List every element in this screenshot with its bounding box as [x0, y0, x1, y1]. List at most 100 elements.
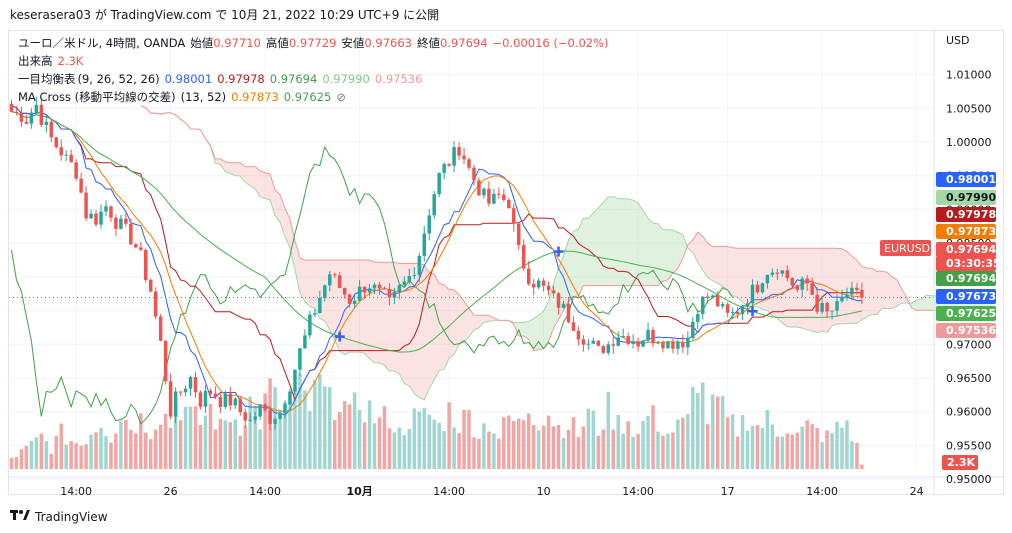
candle-body — [323, 285, 327, 298]
time-axis-tick-label: 10 — [537, 485, 551, 496]
candle-body — [636, 341, 640, 347]
volume-bar — [253, 405, 257, 469]
ma-cross-marker-icon — [747, 306, 758, 317]
volume-bar — [84, 444, 88, 469]
candle-body — [536, 280, 541, 288]
candle-body — [770, 272, 775, 275]
price-axis-tick-label: 1.00500 — [946, 102, 992, 115]
ichimoku-cloud-segment — [762, 248, 768, 311]
ichimoku-span-b-line — [140, 105, 992, 352]
ichimoku-cloud-segment — [488, 315, 494, 322]
ichimoku-tenkan-line — [11, 105, 862, 416]
price-axis-currency: USD — [946, 34, 970, 47]
volume-bar — [153, 429, 158, 469]
ichimoku-cloud-segment — [742, 248, 748, 307]
footer-branding[interactable]: TradingView — [10, 509, 108, 524]
ichimoku-cloud-segment — [483, 315, 489, 323]
candle-body — [124, 218, 128, 224]
volume-bar — [367, 400, 372, 469]
ichimoku-cloud-segment — [349, 260, 355, 353]
price-tag-tenkan_b — [936, 289, 996, 304]
volume-bar — [790, 434, 795, 469]
chart-frame[interactable]: USD1.010001.005001.000000.995000.990000.… — [8, 30, 1005, 496]
ichimoku-cloud-segment — [553, 267, 559, 328]
candle-body — [517, 223, 521, 246]
legend-ma-row[interactable]: MA Cross (移動平均線の交差) (13, 52) 0.97873 0.9… — [18, 88, 609, 106]
candle-body — [14, 111, 19, 114]
candle-body — [472, 167, 476, 181]
candle-body — [193, 377, 198, 393]
volume-bar — [710, 394, 715, 469]
volume-bar — [332, 420, 337, 469]
volume-bar — [258, 429, 262, 469]
candle-body — [805, 278, 809, 284]
candle-body — [775, 272, 780, 274]
legend-main-row: ユーロ／米ドル, 4時間, OANDA 始値 0.97710 高値 0.97729 … — [18, 34, 609, 52]
legend-open-value: 0.97710 — [213, 36, 261, 50]
price-axis-tick-label: 0.95000 — [946, 473, 992, 486]
candle-body — [298, 348, 302, 370]
volume-bar — [596, 435, 601, 469]
hidden-eye-icon[interactable]: ⊘ — [336, 90, 346, 104]
volume-bar — [218, 419, 223, 469]
ichimoku-cloud-segment — [667, 229, 673, 280]
volume-bar — [701, 382, 705, 469]
price-tag-ma_fast — [936, 224, 996, 239]
candle-body — [750, 284, 755, 304]
candle-body — [691, 321, 695, 338]
ichimoku-cloud-segment — [866, 268, 872, 317]
volume-bar — [188, 406, 193, 469]
ichimoku-cloud-segment — [921, 294, 927, 311]
volume-bar — [472, 437, 476, 469]
volume-bar — [666, 433, 670, 469]
volume-bar — [288, 397, 292, 469]
volume-bar — [168, 427, 173, 469]
candle-body — [452, 147, 456, 166]
price-chart[interactable]: USD1.010001.005001.000000.995000.990000.… — [9, 31, 1005, 496]
volume-bar — [208, 404, 213, 469]
candle-body — [352, 300, 357, 304]
candle-body — [34, 104, 39, 113]
legend-ichimoku-row[interactable]: 一目均衡表 (9, 26, 52, 26) 0.98001 0.97978 0.9… — [18, 70, 609, 88]
volume-bar — [99, 428, 103, 469]
ichimoku-cloud-segment — [354, 260, 360, 353]
volume-bar — [412, 408, 417, 469]
legend-volume-row[interactable]: 出来高 2.3K — [18, 52, 609, 70]
price-axis-tick-label: 1.01000 — [946, 69, 992, 82]
candle-body — [54, 137, 58, 148]
legend-ma-label: MA Cross (移動平均線の交差) — [18, 90, 176, 104]
legend-ichimoku-chikou-value: 0.97694 — [269, 72, 318, 86]
volume-bar — [661, 435, 665, 469]
volume-bar — [755, 425, 760, 469]
price-tag-ma_slow — [936, 306, 996, 321]
candle-body — [188, 377, 193, 389]
time-axis-tick-label: 14:00 — [60, 485, 92, 496]
ichimoku-cloud-segment — [265, 172, 271, 200]
ichimoku-cloud-segment — [613, 196, 619, 286]
ichimoku-cloud-segment — [578, 218, 584, 297]
ichimoku-cloud-segment — [409, 263, 415, 394]
volume-bar — [372, 423, 377, 469]
time-axis-tick-label: 14:00 — [249, 485, 281, 496]
ichimoku-cloud-segment — [618, 198, 624, 286]
candle-body — [412, 274, 417, 277]
volume-bar — [228, 422, 233, 469]
candle-body — [69, 154, 73, 163]
candle-body — [531, 283, 536, 288]
symbol-tag-label: EURUSD — [884, 242, 930, 255]
candle-body — [705, 296, 710, 298]
ichimoku-cloud-segment — [851, 256, 857, 324]
candle-body — [288, 391, 292, 405]
ichimoku-cloud-segment — [434, 274, 440, 380]
ichimoku-cloud-segment — [662, 229, 668, 281]
time-axis-tick-label: 14:00 — [622, 485, 654, 496]
time-axis-tick-label: 14:00 — [433, 485, 465, 496]
volume-bar — [9, 457, 14, 469]
ichimoku-cloud-segment — [215, 158, 221, 165]
time-axis-tick-label: 26 — [164, 485, 178, 496]
candle-body — [29, 112, 34, 124]
volume-bar — [213, 429, 218, 469]
candle-body — [49, 121, 54, 138]
volume-bar — [825, 430, 829, 469]
volume-bar — [233, 419, 238, 469]
